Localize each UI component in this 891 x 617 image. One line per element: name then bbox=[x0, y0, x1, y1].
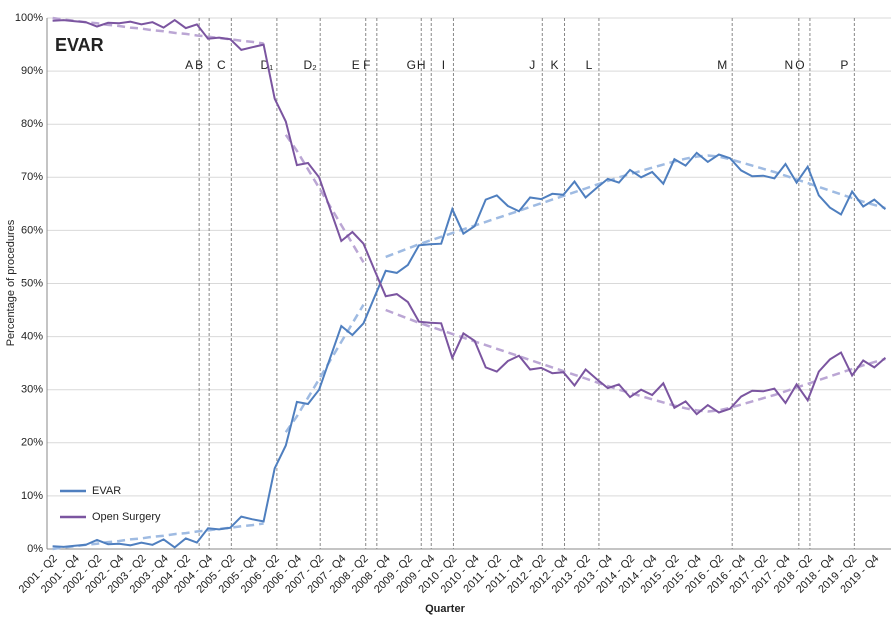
y-tick-label: 50% bbox=[21, 277, 43, 289]
y-axis-title: Percentage of procedures bbox=[5, 219, 17, 346]
y-tick-label: 60% bbox=[21, 224, 43, 236]
annotation-label: B bbox=[195, 58, 203, 72]
annotation-label: L bbox=[586, 58, 593, 72]
annotation-label: G bbox=[407, 58, 416, 72]
y-tick-label: 80% bbox=[21, 118, 43, 130]
series-line bbox=[52, 18, 887, 416]
annotation-label: E bbox=[352, 58, 360, 72]
annotation-label: D₂ bbox=[304, 58, 318, 72]
y-tick-label: 10% bbox=[21, 490, 43, 502]
y-tick-label: 30% bbox=[21, 384, 43, 396]
annotation-label: M bbox=[717, 58, 727, 72]
x-axis-title: Quarter bbox=[425, 603, 465, 615]
legend-label: EVAR bbox=[92, 485, 121, 497]
annotation-label: H bbox=[417, 58, 426, 72]
annotation-label: K bbox=[550, 58, 558, 72]
legend-label: Open Surgery bbox=[92, 511, 161, 523]
trend-line bbox=[52, 154, 886, 551]
annotation-label: A bbox=[185, 58, 193, 72]
trend-line bbox=[52, 16, 886, 413]
y-tick-label: 20% bbox=[21, 437, 43, 449]
y-tick-label: 0% bbox=[27, 543, 43, 555]
annotation-label: O bbox=[795, 58, 804, 72]
y-tick-label: 100% bbox=[15, 12, 43, 24]
y-tick-label: 70% bbox=[21, 171, 43, 183]
chart-title: EVAR bbox=[55, 35, 104, 55]
annotation-label: N bbox=[784, 58, 793, 72]
annotation-label: C bbox=[217, 58, 226, 72]
annotation-label: F bbox=[363, 58, 370, 72]
annotation-label: P bbox=[840, 58, 848, 72]
y-tick-label: 40% bbox=[21, 331, 43, 343]
annotation-label: I bbox=[442, 58, 445, 72]
y-tick-label: 90% bbox=[21, 65, 43, 77]
series-line bbox=[52, 151, 887, 549]
annotation-label: J bbox=[529, 58, 535, 72]
